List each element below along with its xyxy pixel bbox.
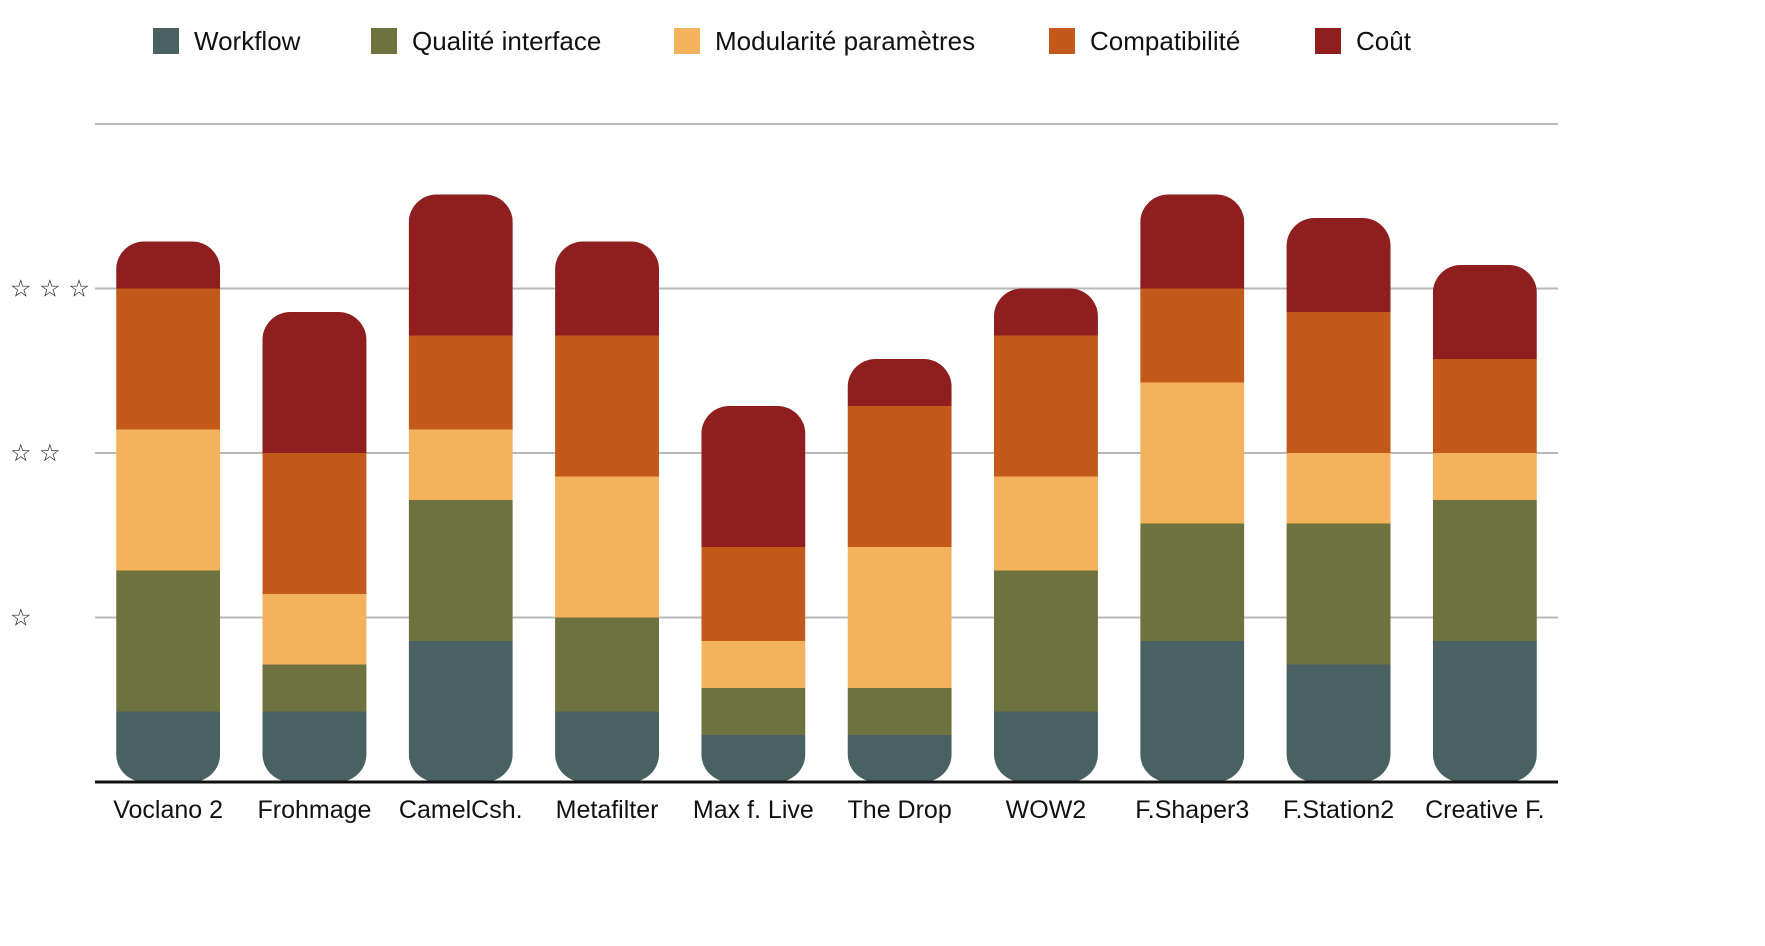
bar-segment-compatibilite	[1140, 288, 1245, 383]
bar-segment-workflow	[262, 711, 367, 782]
bar-segment-qualite-interface	[1432, 500, 1537, 641]
bar-segment-qualite-interface	[408, 500, 513, 641]
bar-stack-the-drop	[847, 359, 952, 782]
bar-stack-metafilter	[555, 241, 660, 782]
bar-segment-compatibilite	[262, 453, 367, 594]
y-tick-label: ☆ ☆ ☆	[10, 275, 90, 303]
bar-segment-compatibilite	[701, 547, 806, 641]
bar-segment-cout	[408, 194, 513, 336]
x-tick-label: F.Shaper3	[1135, 796, 1249, 824]
bar-stack-camelcsh	[408, 194, 513, 782]
bar-segment-cout	[555, 241, 660, 336]
legend-item-modularite-parametres: Modularité paramètres	[674, 26, 975, 56]
y-tick-label: ☆	[10, 604, 32, 632]
bar-segment-compatibilite	[116, 288, 221, 430]
legend-label: Compatibilité	[1090, 26, 1240, 56]
bar-stack-f-shaper3	[1140, 194, 1245, 782]
bar-stack-max-f-live	[701, 406, 806, 782]
y-axis-ticks: ☆ ☆ ☆ ☆ ☆ ☆	[10, 275, 90, 632]
bar-segment-modularite-parametres	[262, 594, 367, 665]
bar-stack-creative-f	[1432, 265, 1537, 782]
bar-stack-voclano-2	[116, 241, 221, 782]
bar-segment-modularite-parametres	[116, 429, 221, 571]
bar-segment-qualite-interface	[1286, 523, 1391, 665]
legend-item-qualite-interface: Qualité interface	[371, 26, 601, 56]
x-tick-label: The Drop	[848, 796, 952, 824]
legend-swatch	[674, 28, 700, 54]
bar-segment-qualite-interface	[701, 688, 806, 735]
bar-segment-workflow	[408, 641, 513, 782]
bar-segment-compatibilite	[1286, 312, 1391, 453]
x-tick-label: CamelCsh.	[399, 796, 523, 824]
legend-item-cout: Coût	[1315, 26, 1412, 56]
x-axis-ticks: Voclano 2 Frohmage CamelCsh. Metafilter Max …	[113, 796, 1544, 824]
bar-segment-modularite-parametres	[1286, 453, 1391, 524]
bar-stack-frohmage	[262, 312, 367, 782]
bar-segment-cout	[116, 241, 221, 289]
bar-segment-modularite-parametres	[408, 429, 513, 500]
bar-segment-compatibilite	[993, 335, 1098, 477]
bar-segment-modularite-parametres	[555, 476, 660, 618]
bar-segment-cout	[701, 406, 806, 547]
bar-segment-compatibilite	[555, 335, 660, 477]
legend-item-workflow: Workflow	[153, 26, 301, 56]
bar-segment-qualite-interface	[993, 570, 1098, 712]
bar-segment-qualite-interface	[262, 664, 367, 712]
bar-segment-cout	[993, 288, 1098, 336]
bar-segment-workflow	[1140, 641, 1245, 782]
bar-stack-f-station2	[1286, 218, 1391, 782]
x-tick-label: F.Station2	[1283, 796, 1394, 824]
bars	[116, 194, 1537, 782]
bar-segment-cout	[1286, 218, 1391, 312]
bar-stack-wow2	[993, 288, 1098, 782]
bar-segment-cout	[847, 359, 952, 406]
legend-swatch	[153, 28, 179, 54]
bar-segment-workflow	[1432, 641, 1537, 782]
bar-segment-compatibilite	[847, 406, 952, 547]
bar-segment-cout	[1432, 265, 1537, 359]
x-tick-label: WOW2	[1006, 796, 1087, 824]
bar-segment-workflow	[993, 711, 1098, 782]
bar-segment-modularite-parametres	[993, 476, 1098, 571]
legend-label: Workflow	[194, 26, 301, 56]
bar-segment-workflow	[116, 711, 221, 782]
bar-segment-compatibilite	[1432, 359, 1537, 453]
bar-segment-modularite-parametres	[1432, 453, 1537, 500]
legend-label: Modularité paramètres	[715, 26, 975, 56]
x-tick-label: Voclano 2	[113, 796, 223, 824]
x-tick-label: Creative F.	[1425, 796, 1544, 824]
x-tick-label: Metafilter	[556, 796, 659, 824]
legend-item-compatibilite: Compatibilité	[1049, 26, 1240, 56]
bar-segment-compatibilite	[408, 335, 513, 430]
bar-segment-cout	[262, 312, 367, 453]
legend-label: Coût	[1356, 26, 1412, 56]
bar-segment-qualite-interface	[555, 617, 660, 712]
bar-segment-modularite-parametres	[1140, 382, 1245, 524]
legend-swatch	[371, 28, 397, 54]
bar-segment-workflow	[555, 711, 660, 782]
bar-segment-workflow	[847, 735, 952, 782]
y-tick-label: ☆ ☆	[10, 439, 61, 467]
legend-label: Qualité interface	[412, 26, 601, 56]
x-tick-label: Max f. Live	[693, 796, 814, 824]
bar-segment-workflow	[1286, 664, 1391, 782]
bar-segment-qualite-interface	[847, 688, 952, 735]
bar-segment-workflow	[701, 735, 806, 782]
legend-swatch	[1049, 28, 1075, 54]
bar-segment-modularite-parametres	[847, 547, 952, 688]
legend-swatch	[1315, 28, 1341, 54]
bar-segment-modularite-parametres	[701, 641, 806, 688]
x-tick-label: Frohmage	[257, 796, 371, 824]
bar-segment-cout	[1140, 194, 1245, 289]
bar-segment-qualite-interface	[1140, 523, 1245, 641]
legend: Workflow Qualité interface Modularité para…	[153, 26, 1412, 56]
bar-segment-qualite-interface	[116, 570, 221, 712]
